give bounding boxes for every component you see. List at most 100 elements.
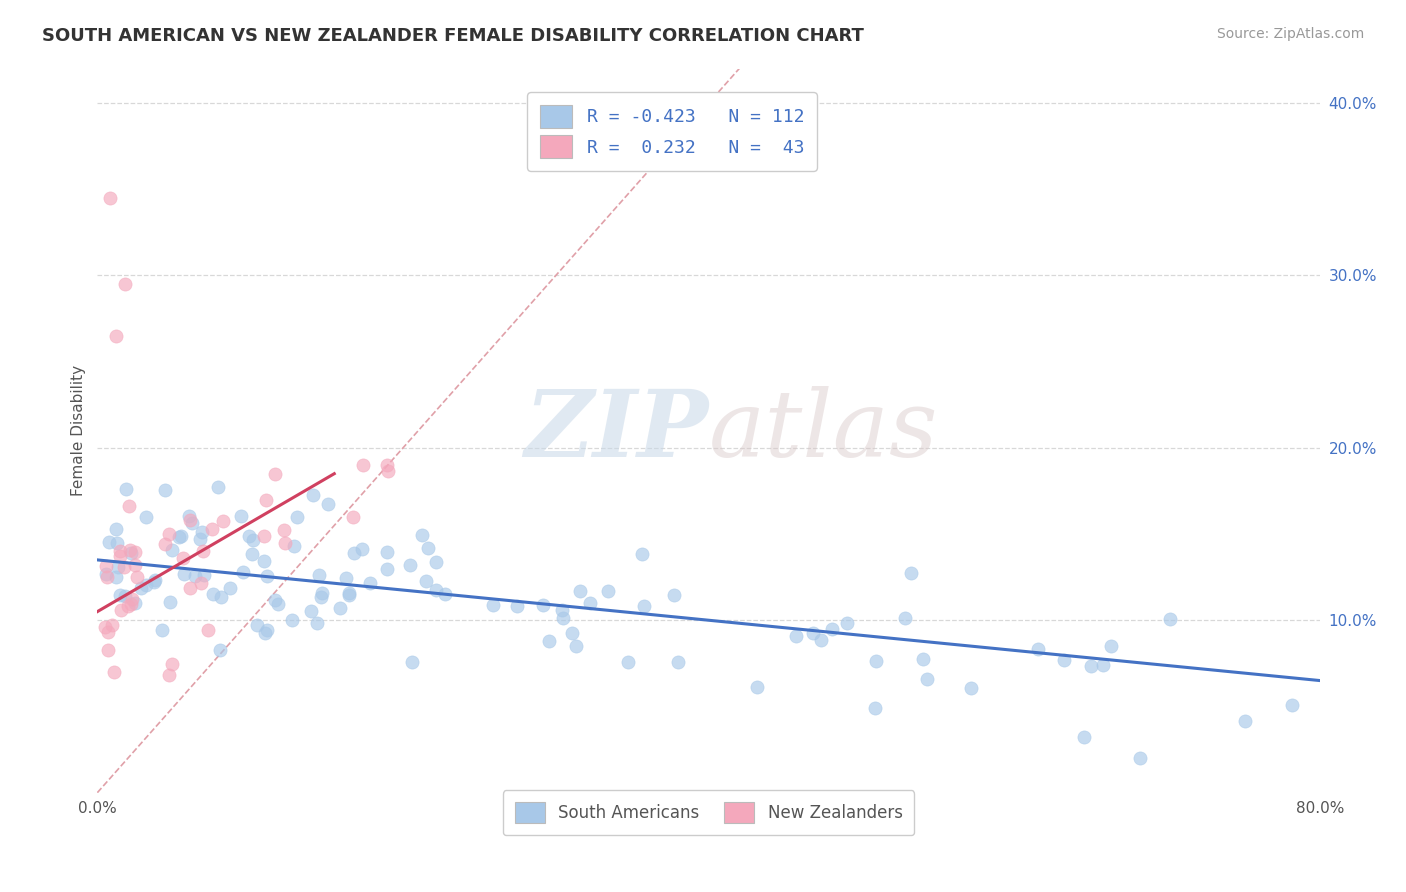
Point [101,618,124,632]
Point [96,566,118,581]
Point [335,571,357,585]
Point [256,623,278,637]
Point [810,633,832,648]
Point [375,545,398,559]
Point [129,581,152,595]
Point [311,590,333,604]
Point [377,562,399,576]
Point [401,655,423,669]
Point [579,596,602,610]
Point [785,629,807,643]
Point [273,523,295,537]
Point [1281,698,1303,712]
Point [416,541,439,555]
Point [170,529,193,543]
Point [107,559,129,574]
Point [108,544,131,558]
Point [104,570,127,584]
Point [283,539,305,553]
Point [339,588,361,602]
Point [801,625,824,640]
Point [117,599,139,613]
Point [179,513,201,527]
Point [415,574,437,588]
Point [299,604,322,618]
Point [120,597,142,611]
Point [242,533,264,548]
Point [254,626,277,640]
Point [329,600,352,615]
Point [97,643,120,657]
Point [1080,659,1102,673]
Point [179,582,201,596]
Point [900,566,922,580]
Point [481,599,503,613]
Point [115,483,138,497]
Point [114,277,136,291]
Point [308,567,330,582]
Point [157,668,180,682]
Point [551,602,574,616]
Point [633,599,655,614]
Point [157,527,180,541]
Point [97,625,120,640]
Point [188,533,211,547]
Point [193,543,215,558]
Point [551,611,574,625]
Point [160,543,183,558]
Point [434,587,457,601]
Point [1159,612,1181,626]
Point [301,488,323,502]
Point [1129,751,1152,765]
Text: SOUTH AMERICAN VS NEW ZEALANDER FEMALE DISABILITY CORRELATION CHART: SOUTH AMERICAN VS NEW ZEALANDER FEMALE D… [42,27,865,45]
Point [124,596,146,610]
Point [264,592,287,607]
Point [153,537,176,551]
Point [865,654,887,668]
Point [181,516,204,530]
Text: ZIP: ZIP [524,385,709,475]
Point [377,464,399,478]
Point [191,524,214,539]
Point [110,602,132,616]
Point [218,581,240,595]
Point [343,546,366,560]
Point [121,591,143,606]
Point [835,616,858,631]
Point [666,655,689,669]
Point [184,568,207,582]
Point [232,566,254,580]
Point [173,566,195,581]
Text: Source: ZipAtlas.com: Source: ZipAtlas.com [1216,27,1364,41]
Point [153,483,176,498]
Point [118,542,141,557]
Point [350,542,373,557]
Point [352,458,374,472]
Point [98,535,121,549]
Point [375,458,398,472]
Point [617,655,640,669]
Point [1026,642,1049,657]
Point [193,567,215,582]
Point [253,554,276,568]
Y-axis label: Female Disability: Female Disability [72,365,86,496]
Point [160,657,183,671]
Point [135,509,157,524]
Point [1073,730,1095,744]
Point [103,665,125,679]
Point [112,560,135,574]
Point [120,546,142,560]
Point [565,639,588,653]
Point [142,575,165,590]
Point [264,467,287,481]
Point [207,480,229,494]
Point [240,547,263,561]
Point [1053,653,1076,667]
Point [568,583,591,598]
Point [94,620,117,634]
Point [911,652,934,666]
Point [108,549,131,563]
Point [172,550,194,565]
Point [267,597,290,611]
Point [960,681,983,695]
